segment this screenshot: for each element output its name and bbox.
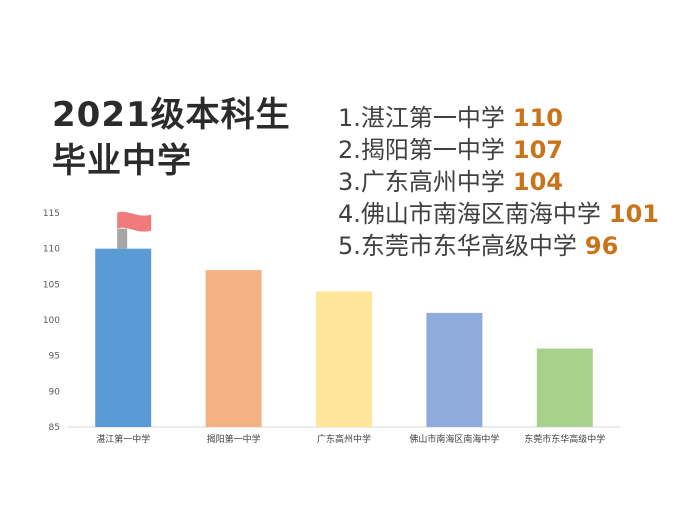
flag-icon bbox=[117, 211, 152, 232]
flag-pole bbox=[117, 228, 128, 249]
bar bbox=[95, 248, 152, 427]
y-tick-label: 95 bbox=[49, 352, 60, 362]
x-tick-label: 湛江第一中学 bbox=[96, 433, 150, 445]
ranking-item-value: 101 bbox=[608, 200, 660, 228]
bar bbox=[205, 270, 262, 427]
ranking-item-value: 96 bbox=[584, 232, 619, 260]
bar bbox=[536, 348, 593, 427]
x-tick-label: 广东高州中学 bbox=[317, 433, 371, 445]
ranking-item-label: 4.佛山市南海区南海中学 bbox=[338, 200, 601, 228]
chart-title-line-1: 2021级本科生 bbox=[52, 95, 291, 135]
y-tick-label: 90 bbox=[49, 387, 61, 397]
x-tick-label: 佛山市南海区南海中学 bbox=[409, 433, 499, 445]
ranking-item: 2.揭阳第一中学 107 bbox=[338, 134, 659, 166]
y-tick-label: 110 bbox=[43, 245, 60, 255]
y-tick-label: 100 bbox=[43, 316, 60, 326]
y-tick-label: 105 bbox=[43, 280, 60, 290]
ranking-item-value: 110 bbox=[512, 104, 564, 132]
x-tick-label: 东莞市东华高级中学 bbox=[524, 433, 605, 445]
ranking-list: 1.湛江第一中学 110 2.揭阳第一中学 107 3.广东高州中学 104 4.佛山… bbox=[338, 102, 659, 262]
ranking-item: 4.佛山市南海区南海中学 101 bbox=[338, 198, 659, 230]
chart-title: 2021级本科生 毕业中学 bbox=[52, 92, 291, 184]
ranking-item-label: 5.东莞市东华高级中学 bbox=[338, 232, 577, 260]
chart-title-line-2: 毕业中学 bbox=[52, 141, 192, 181]
bar bbox=[316, 291, 372, 427]
y-tick-label: 85 bbox=[49, 423, 60, 433]
ranking-item: 1.湛江第一中学 110 bbox=[338, 102, 659, 134]
ranking-item: 5.东莞市东华高级中学 96 bbox=[338, 230, 659, 262]
ranking-item-label: 2.揭阳第一中学 bbox=[338, 136, 505, 164]
ranking-item-label: 3.广东高州中学 bbox=[338, 168, 505, 196]
y-tick-label: 115 bbox=[43, 209, 60, 219]
ranking-item-label: 1.湛江第一中学 bbox=[338, 104, 505, 132]
ranking-item-value: 104 bbox=[512, 168, 564, 196]
x-tick-label: 揭阳第一中学 bbox=[207, 433, 261, 445]
ranking-item: 3.广东高州中学 104 bbox=[338, 166, 659, 198]
bar bbox=[426, 312, 483, 427]
ranking-item-value: 107 bbox=[512, 136, 564, 164]
